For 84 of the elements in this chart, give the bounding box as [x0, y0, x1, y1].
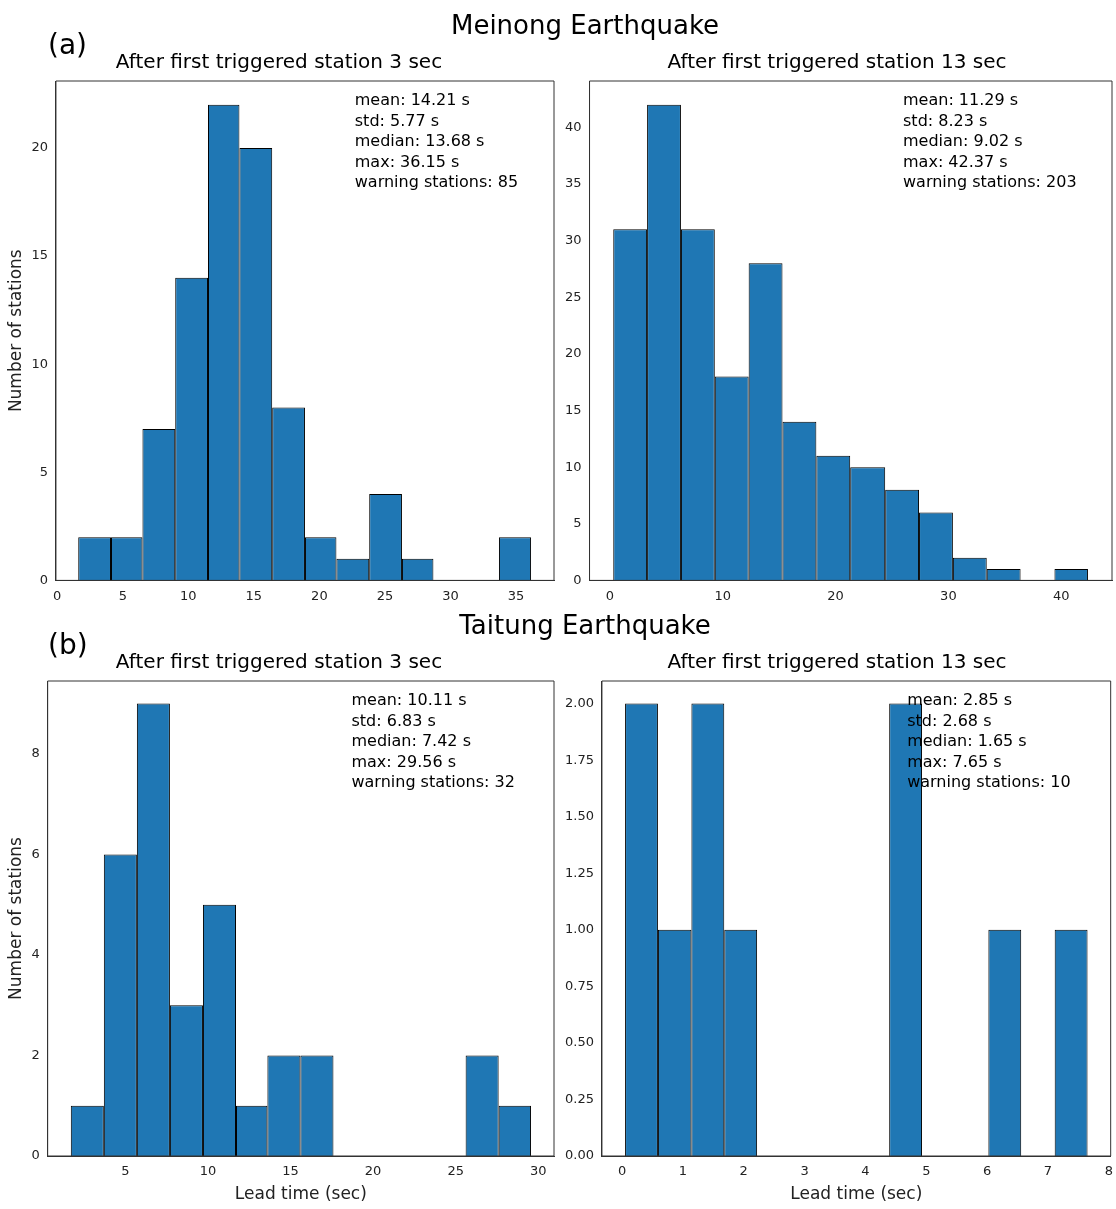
x-tick-label: 4	[861, 1163, 870, 1179]
y-tick-label: 15	[31, 247, 48, 263]
y-tick-label: 1.25	[564, 864, 594, 880]
text: (a)	[48, 28, 88, 61]
annotation: warning stations: 85	[354, 172, 519, 192]
annotation: mean: 11.29 s	[903, 90, 1019, 110]
x-tick-label: 5	[922, 1163, 931, 1179]
x-tick-label: 20	[364, 1163, 382, 1179]
y-tick-label: 0	[573, 571, 582, 587]
chart-title: After first triggered station 3 sec	[115, 49, 443, 74]
y-tick-label: 1.00	[564, 921, 594, 937]
x-tick-label: 7	[1043, 1163, 1053, 1179]
y-tick-label: 0.00	[564, 1147, 594, 1163]
x-tick-label: 25	[447, 1163, 464, 1179]
text: Meinong Earthquake	[450, 10, 720, 40]
x-tick-label: 30	[442, 587, 459, 603]
y-axis-title: Number of stations	[4, 249, 25, 413]
x-tick-label: 40	[1052, 587, 1070, 603]
y-tick-label: 1.75	[564, 751, 594, 767]
y-tick-label: 8	[31, 745, 40, 761]
y-tick-label: 10	[565, 458, 582, 474]
x-tick-label: 10	[714, 587, 731, 603]
annotation: mean: 10.11 s	[351, 690, 467, 710]
y-axis-title: Number of stations	[4, 836, 25, 1000]
annotation: mean: 14.21 s	[354, 90, 470, 110]
y-tick-label: 0.50	[564, 1034, 594, 1050]
x-tick-label: 20	[827, 587, 844, 603]
x-tick-label: 0	[53, 587, 62, 603]
chart-title: After first triggered station 13 sec	[667, 49, 1007, 74]
x-tick-label: 1	[678, 1163, 688, 1179]
annotation: median: 13.68 s	[354, 131, 485, 151]
y-tick-label: 30	[565, 232, 582, 248]
annotation: median: 9.02 s	[903, 131, 1023, 151]
x-tick-label: 15	[282, 1163, 299, 1179]
y-tick-label: 40	[565, 118, 582, 134]
x-tick-label: 5	[121, 1163, 130, 1179]
x-tick-label: 5	[118, 587, 127, 603]
chart-title: After first triggered station 3 sec	[115, 649, 443, 674]
y-tick-label: 35	[565, 175, 582, 191]
annotation: warning stations: 203	[903, 172, 1077, 192]
annotation: std: 5.77 s	[354, 110, 440, 130]
annotation: median: 7.42 s	[351, 731, 471, 751]
y-tick-label: 2.00	[564, 694, 594, 710]
x-tick-label: 0	[605, 587, 614, 603]
y-tick-label: 5	[573, 515, 582, 531]
x-tick-label: 8	[1104, 1163, 1113, 1179]
x-tick-label: 15	[245, 587, 263, 603]
x-tick-label: 25	[376, 587, 394, 603]
x-tick-label: 30	[940, 587, 957, 603]
annotation: max: 29.56 s	[351, 751, 457, 771]
x-tick-label: 2	[739, 1163, 748, 1179]
x-axis-title: Lead time (sec)	[790, 1183, 923, 1204]
x-tick-label: 20	[311, 587, 328, 603]
y-tick-label: 20	[565, 345, 582, 361]
annotation: std: 8.23 s	[903, 110, 988, 130]
x-tick-label: 6	[983, 1163, 992, 1179]
y-tick-label: 10	[31, 355, 48, 371]
x-tick-label: 35	[507, 587, 525, 603]
y-tick-label: 0	[31, 1147, 40, 1163]
chart-title: After first triggered station 13 sec	[667, 649, 1007, 674]
y-tick-label: 15	[565, 401, 582, 417]
annotation: max: 42.37 s	[903, 151, 1008, 171]
y-tick-label: 25	[565, 288, 582, 304]
x-tick-label: 10	[199, 1163, 217, 1179]
text: (b)	[48, 628, 88, 661]
annotation: std: 6.83 s	[351, 710, 436, 730]
x-tick-label: 3	[800, 1163, 809, 1179]
x-tick-label: 10	[180, 587, 197, 603]
y-tick-label: 6	[31, 845, 40, 861]
annotation: max: 36.15 s	[354, 151, 460, 171]
annotation: mean: 2.85 s	[907, 690, 1013, 710]
y-tick-label: 0.75	[564, 977, 594, 993]
x-tick-label: 0	[617, 1163, 627, 1179]
x-axis-title: Lead time (sec)	[234, 1183, 367, 1204]
text: Taitung Earthquake	[459, 610, 711, 640]
y-tick-label: 1.50	[564, 808, 594, 824]
y-tick-label: 0.25	[564, 1090, 594, 1106]
annotation: warning stations: 32	[351, 772, 515, 792]
y-tick-label: 5	[39, 463, 48, 479]
y-tick-label: 0	[39, 571, 48, 587]
y-tick-label: 2	[31, 1046, 40, 1062]
y-tick-label: 20	[31, 139, 48, 155]
x-tick-label: 30	[530, 1163, 547, 1179]
y-tick-label: 4	[31, 946, 40, 962]
